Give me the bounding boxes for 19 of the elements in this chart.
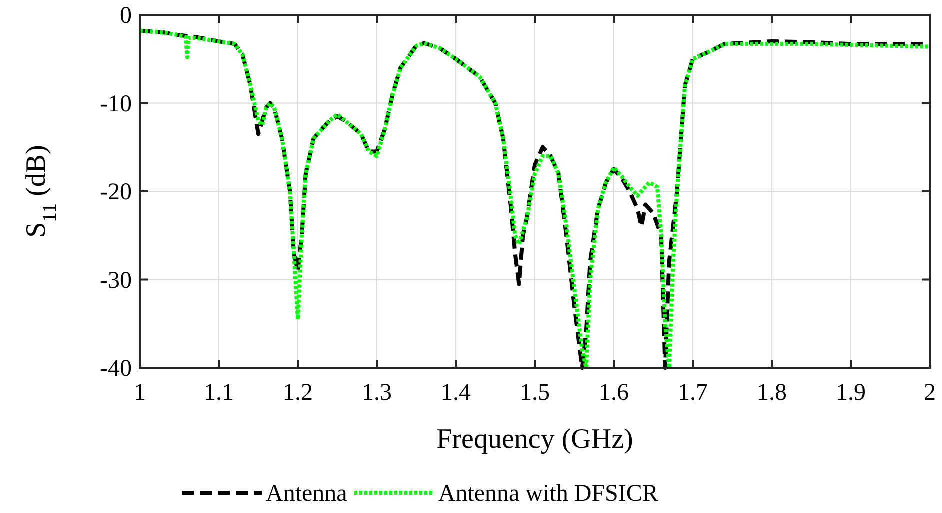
x-tick-label: 1.2 (283, 380, 313, 406)
y-tick-label: -10 (100, 91, 132, 118)
y-tick-label: -20 (100, 180, 132, 206)
y-tick-label: 0 (120, 3, 132, 29)
legend-label: Antenna with DFSICR (438, 481, 658, 507)
x-tick-label: 1.3 (362, 380, 392, 406)
x-tick-label: 1 (134, 380, 146, 406)
x-tick-label: 2 (924, 380, 936, 406)
y-tick-label: -30 (100, 268, 132, 294)
x-tick-label: 1.4 (441, 380, 471, 406)
x-tick-label: 1.7 (678, 380, 708, 406)
x-tick-label: 1.8 (757, 380, 787, 406)
x-tick-label: 1.1 (204, 380, 234, 406)
x-tick-label: 1.5 (520, 380, 550, 406)
x-axis-title: Frequency (GHz) (436, 424, 634, 455)
x-tick-label: 1.6 (599, 380, 629, 406)
legend-label: Antenna (266, 481, 348, 507)
y-tick-label: -40 (100, 356, 132, 382)
x-tick-label: 1.9 (836, 380, 866, 406)
